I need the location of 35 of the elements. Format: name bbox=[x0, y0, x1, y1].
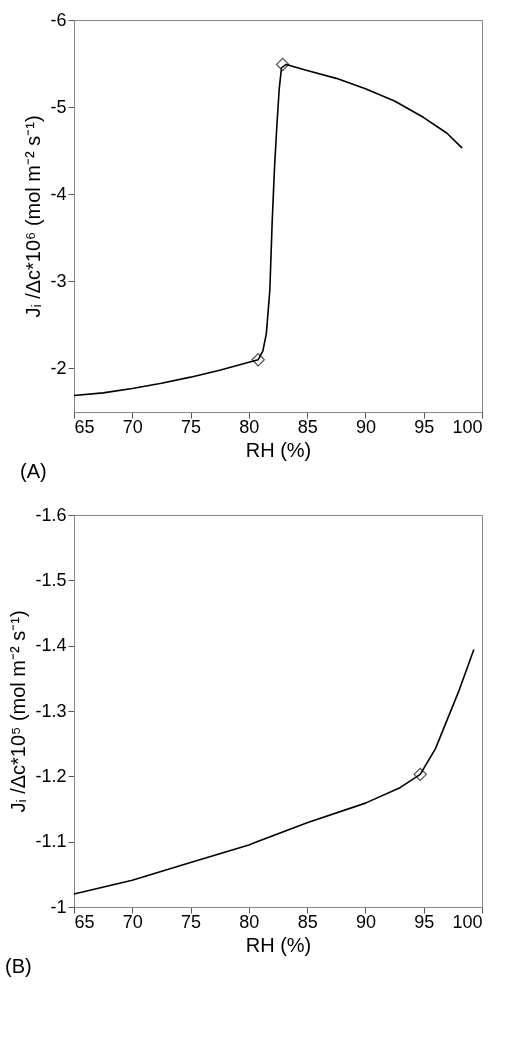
text: (B) bbox=[4, 955, 32, 977]
x-tick-label: 70 bbox=[122, 416, 143, 437]
y-tick-label: -1.5 bbox=[35, 569, 67, 590]
y-tick-label: -1 bbox=[50, 896, 67, 917]
x-tick-label: 85 bbox=[297, 416, 318, 437]
y-tick-label: -2 bbox=[50, 357, 67, 378]
y-tick-label: -1.6 bbox=[35, 504, 67, 525]
y-tick-label: -1.3 bbox=[35, 700, 67, 721]
y-tick-label: -6 bbox=[50, 9, 67, 30]
x-tick-label: 70 bbox=[122, 911, 143, 932]
y-axis-title: Jᵢ /Δc*10⁵ (mol m⁻² s⁻¹) bbox=[7, 610, 30, 813]
x-axis-title: RH (%) bbox=[245, 438, 312, 461]
x-tick-label: 95 bbox=[414, 911, 435, 932]
y-tick-label: -5 bbox=[50, 96, 67, 117]
x-tick-label: 75 bbox=[181, 911, 202, 932]
x-tick-label: 100 bbox=[452, 416, 483, 437]
x-tick-label: 65 bbox=[74, 911, 95, 932]
x-tick-label: 75 bbox=[181, 416, 202, 437]
x-tick-label: 100 bbox=[452, 911, 483, 932]
x-axis-title: RH (%) bbox=[245, 933, 312, 956]
y-tick-label: -4 bbox=[50, 183, 67, 204]
x-tick-label: 95 bbox=[414, 416, 435, 437]
y-tick-label: -1.1 bbox=[35, 831, 67, 852]
x-tick-label: 85 bbox=[297, 911, 318, 932]
x-tick-label: 90 bbox=[355, 911, 376, 932]
line-series bbox=[73, 648, 475, 895]
text: (A) bbox=[20, 460, 47, 482]
y-tick-label: -1.2 bbox=[35, 765, 67, 786]
x-tick-label: 90 bbox=[355, 416, 376, 437]
y-tick-label: -3 bbox=[50, 270, 67, 291]
x-tick-label: 65 bbox=[74, 416, 95, 437]
x-tick-label: 80 bbox=[239, 911, 260, 932]
x-tick-label: 80 bbox=[239, 416, 260, 437]
y-axis-title: Jᵢ /Δc*10⁶ (mol m⁻² s⁻¹) bbox=[22, 115, 45, 318]
y-tick-label: -1.4 bbox=[35, 635, 67, 656]
